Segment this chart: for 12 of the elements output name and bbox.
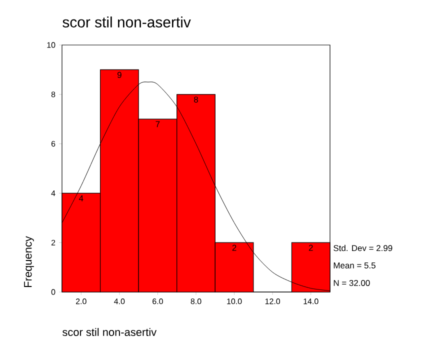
data-label: 4 — [78, 195, 84, 202]
text: Mean = 5.5 — [334, 262, 376, 268]
data-label: 7 — [156, 121, 160, 128]
text: Std. Dev = 2.99 — [334, 244, 392, 252]
data-label: 8 — [194, 96, 198, 103]
y-axis-title: Frequency — [24, 236, 34, 287]
data-label: 9 — [117, 72, 122, 78]
chart-title: scor stil non-asertiv — [62, 16, 191, 28]
data-label: 2 — [232, 244, 236, 251]
data-label: 2 — [308, 244, 313, 251]
text: N = 32.00 — [334, 280, 370, 286]
x-axis-title: scor stil non-asertiv — [62, 328, 157, 336]
